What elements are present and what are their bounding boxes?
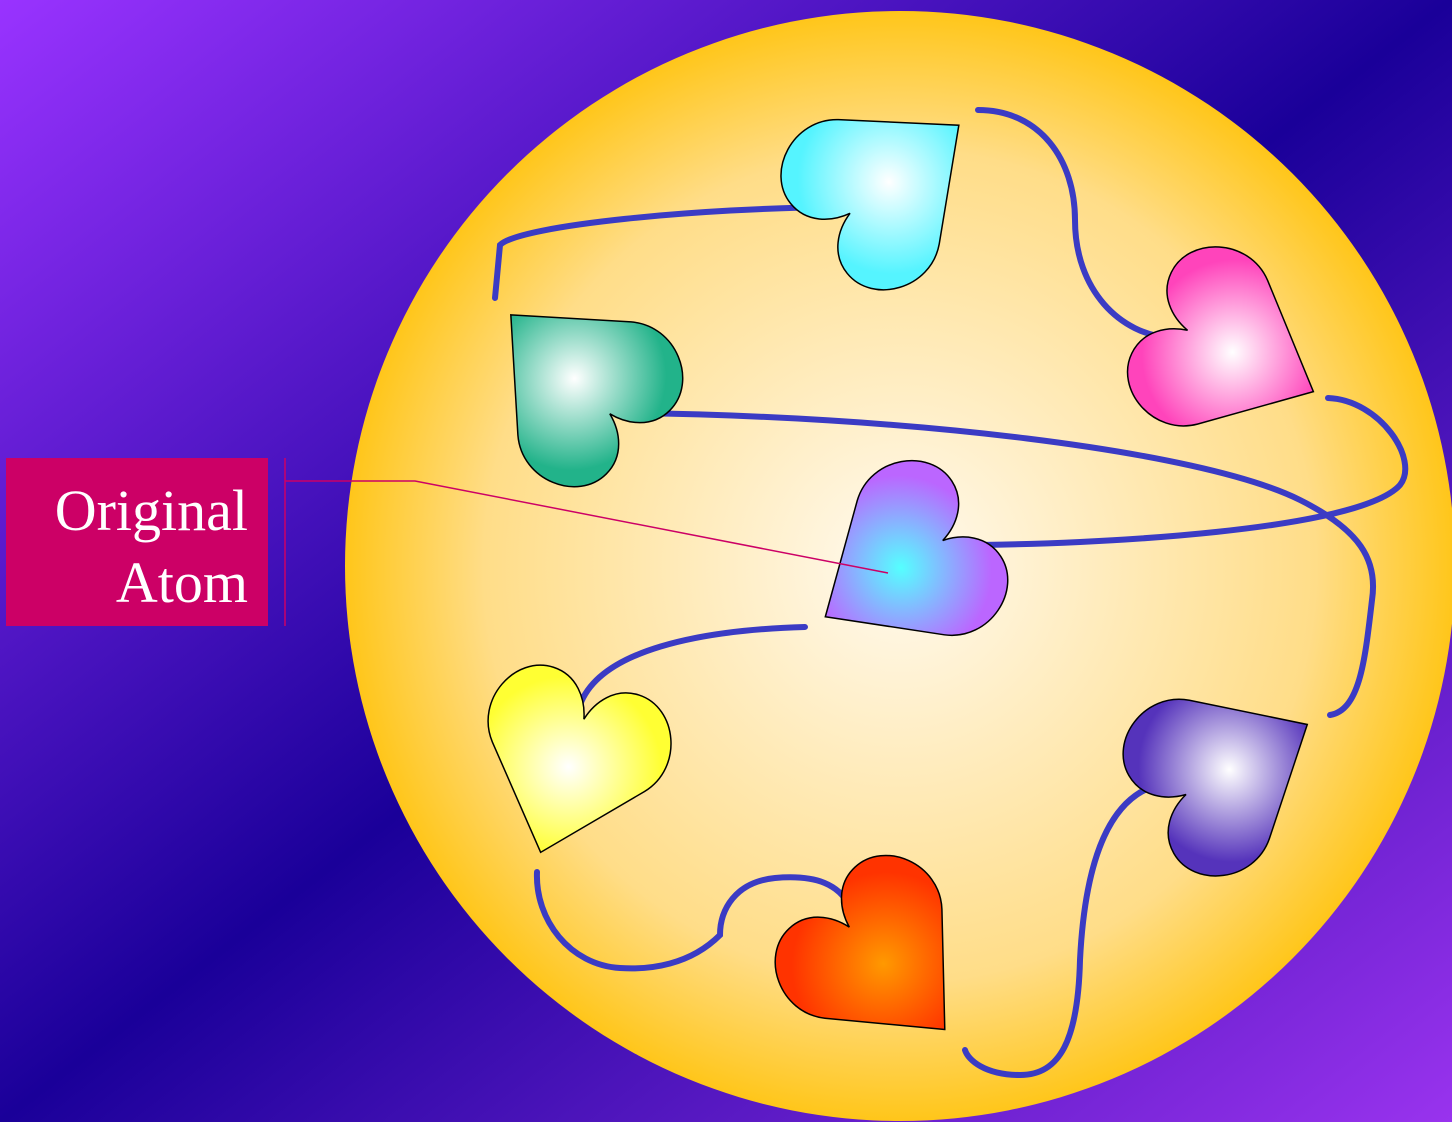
callout-text: Original (55, 478, 248, 543)
callout-box (6, 458, 268, 626)
callout-text: Atom (116, 550, 248, 615)
leader-line (285, 480, 889, 574)
bond-chain (492, 107, 1409, 1079)
callout: Original Atom (6, 458, 889, 626)
